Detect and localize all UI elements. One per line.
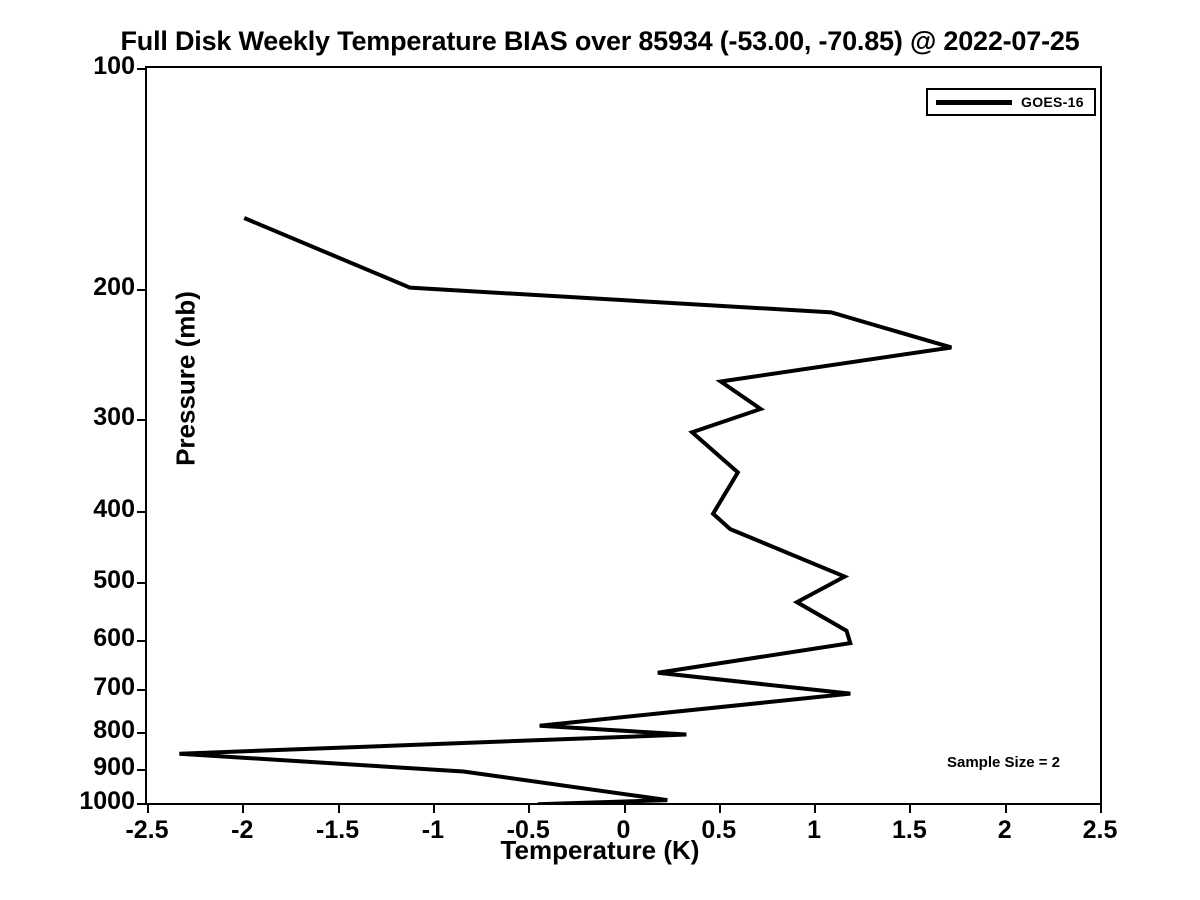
y-tick-mark — [137, 803, 147, 805]
y-tick-label: 1000 — [79, 787, 135, 815]
x-tick-mark — [242, 803, 245, 813]
y-tick-label: 600 — [93, 623, 135, 652]
x-tick-label: 0.5 — [701, 816, 737, 844]
chart-title: Full Disk Weekly Temperature BIAS over 8… — [120, 26, 1080, 56]
y-tick-mark — [137, 639, 147, 642]
data-line-goes-16 — [179, 216, 952, 803]
y-tick-mark — [137, 510, 147, 513]
x-tick-mark — [1100, 803, 1102, 813]
x-tick-label: -1.5 — [316, 816, 360, 844]
legend-label-goes-16: GOES-16 — [1021, 94, 1084, 110]
x-tick-label: 1.5 — [892, 816, 927, 844]
x-tick-label: 0 — [616, 816, 631, 844]
y-tick-label: 900 — [93, 753, 135, 782]
x-tick-label: 2.5 — [1082, 816, 1118, 844]
y-tick-mark — [137, 581, 147, 584]
x-tick-label: -2 — [231, 816, 254, 844]
y-tick-mark — [137, 689, 147, 692]
y-tick-mark — [137, 769, 147, 772]
x-tick-mark — [909, 803, 912, 813]
y-tick-label: 800 — [93, 715, 135, 744]
x-tick-mark — [814, 803, 817, 813]
y-tick-mark — [137, 68, 147, 70]
plot-area: 100 200 300 400 500 600 700 800 900 1000 -2.5 -2 -1… — [79, 52, 1117, 844]
y-tick-label: 500 — [93, 565, 135, 594]
x-tick-mark — [337, 803, 340, 813]
plot-canvas — [179, 216, 952, 803]
y-tick-mark — [137, 289, 147, 292]
legend-line-swatch — [936, 99, 1012, 105]
x-tick-mark — [718, 803, 721, 813]
x-tick-label: 2 — [997, 816, 1012, 844]
y-tick-label: 700 — [93, 673, 135, 702]
y-tick-label: 300 — [93, 402, 135, 431]
legend: GOES-16 — [926, 88, 1096, 116]
x-axis-title: Temperature (K) — [500, 835, 700, 865]
y-tick-label: 200 — [93, 273, 135, 302]
sample-size-annotation: Sample Size = 2 — [947, 754, 1060, 771]
x-tick-label: -1 — [421, 816, 444, 844]
y-tick-label: 100 — [93, 52, 135, 80]
x-tick-label: -0.5 — [506, 816, 550, 844]
x-tick-label: 1 — [807, 816, 822, 844]
x-tick-mark — [1004, 803, 1007, 813]
y-tick-label: 400 — [93, 494, 135, 523]
x-tick-mark — [623, 803, 626, 813]
y-axis-title: Pressure (mb) — [170, 291, 201, 466]
y-tick-mark — [137, 731, 147, 734]
y-tick-mark — [137, 418, 147, 421]
x-tick-mark — [432, 803, 435, 813]
x-tick-label: -2.5 — [125, 816, 169, 844]
x-tick-mark — [528, 803, 531, 813]
x-tick-mark — [147, 803, 149, 813]
